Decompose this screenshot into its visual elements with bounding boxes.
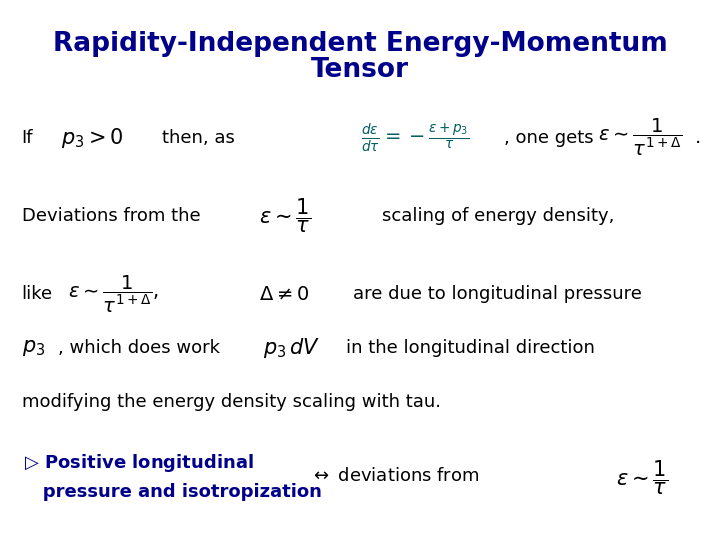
Text: , one gets: , one gets <box>504 129 593 147</box>
Text: are due to longitudinal pressure: are due to longitudinal pressure <box>353 285 642 303</box>
Text: $\triangleright$ Positive longitudinal: $\triangleright$ Positive longitudinal <box>24 452 253 474</box>
Text: $\varepsilon \sim \dfrac{1}{\tau^{1+\Delta}},$: $\varepsilon \sim \dfrac{1}{\tau^{1+\Del… <box>68 274 160 315</box>
Text: in the longitudinal direction: in the longitudinal direction <box>346 339 595 357</box>
Text: $\varepsilon \sim \dfrac{1}{\tau^{1+\Delta}}$: $\varepsilon \sim \dfrac{1}{\tau^{1+\Del… <box>598 117 682 158</box>
Text: $\frac{d\varepsilon}{d\tau}=-\frac{\varepsilon+p_3}{\tau}$: $\frac{d\varepsilon}{d\tau}=-\frac{\vare… <box>361 121 469 154</box>
Text: $\leftrightarrow$ deviations from: $\leftrightarrow$ deviations from <box>310 467 479 485</box>
Text: $p_3 > 0$: $p_3 > 0$ <box>61 126 124 150</box>
Text: Rapidity-Independent Energy-Momentum: Rapidity-Independent Energy-Momentum <box>53 31 667 57</box>
Text: $\varepsilon \sim \dfrac{1}{\tau}$: $\varepsilon \sim \dfrac{1}{\tau}$ <box>259 197 311 235</box>
Text: like: like <box>22 285 53 303</box>
Text: $\Delta \neq 0$: $\Delta \neq 0$ <box>259 285 310 304</box>
Text: $p_3$: $p_3$ <box>22 338 45 359</box>
Text: scaling of energy density,: scaling of energy density, <box>382 207 614 225</box>
Text: modifying the energy density scaling with tau.: modifying the energy density scaling wit… <box>22 393 441 411</box>
Text: , which does work: , which does work <box>58 339 220 357</box>
Text: If: If <box>22 129 33 147</box>
Text: $p_3\, dV$: $p_3\, dV$ <box>263 336 320 360</box>
Text: then, as: then, as <box>162 129 235 147</box>
Text: pressure and isotropization: pressure and isotropization <box>24 483 322 501</box>
Text: $\varepsilon \sim \dfrac{1}{\tau}$: $\varepsilon \sim \dfrac{1}{\tau}$ <box>616 458 669 497</box>
Text: Tensor: Tensor <box>311 57 409 83</box>
Text: .: . <box>695 128 701 147</box>
Text: Deviations from the: Deviations from the <box>22 207 200 225</box>
